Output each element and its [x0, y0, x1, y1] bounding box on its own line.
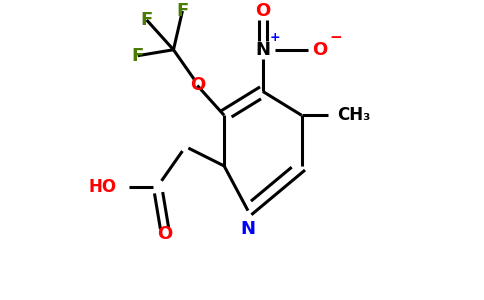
Text: F: F: [140, 11, 153, 29]
Text: N: N: [241, 220, 256, 238]
Text: O: O: [157, 226, 172, 244]
Text: F: F: [132, 47, 144, 65]
Text: CH₃: CH₃: [337, 106, 371, 124]
Text: +: +: [270, 31, 280, 44]
Text: O: O: [190, 76, 205, 94]
Text: N: N: [256, 41, 271, 59]
Text: F: F: [176, 2, 189, 20]
Text: O: O: [255, 2, 271, 20]
Text: O: O: [312, 41, 327, 59]
Text: −: −: [330, 30, 342, 45]
Text: HO: HO: [89, 178, 117, 196]
